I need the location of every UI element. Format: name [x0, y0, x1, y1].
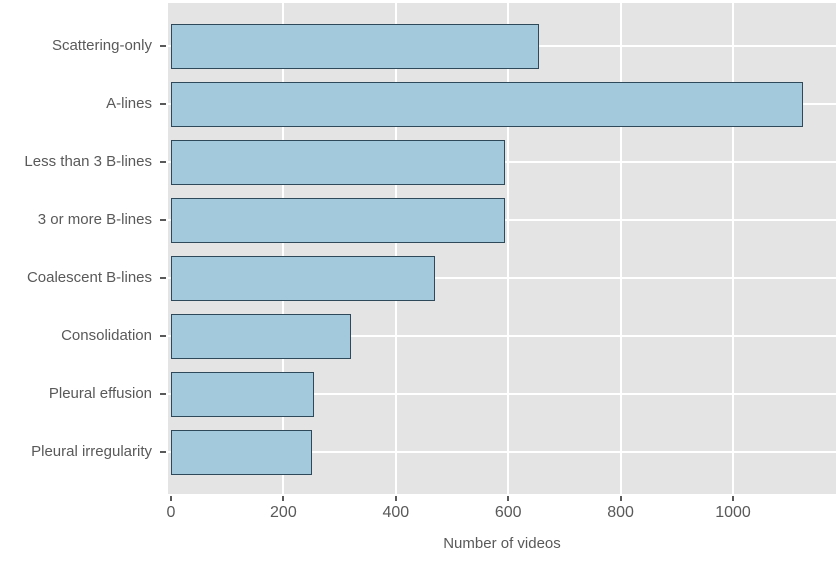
y-axis-label: A-lines: [106, 95, 152, 112]
vertical-gridline: [619, 3, 622, 494]
y-tick-mark: [160, 103, 166, 105]
x-tick-mark: [282, 496, 285, 501]
bar-pleural-effusion: [171, 371, 315, 417]
y-tick-mark: [160, 161, 166, 163]
x-tick-label: 1000: [715, 504, 751, 521]
x-tick-label: 800: [607, 504, 634, 521]
y-tick-mark: [160, 277, 166, 279]
x-tick-label: 200: [270, 504, 297, 521]
x-tick-mark: [732, 496, 734, 501]
x-tick-label: 0: [166, 504, 176, 521]
y-axis-label: Less than 3 B-lines: [24, 153, 152, 170]
bar-3-or-more-b-lines: [171, 197, 506, 243]
y-tick-mark: [160, 335, 166, 337]
x-tick-mark: [507, 496, 510, 501]
vertical-gridline: [732, 3, 734, 494]
x-tick-mark: [170, 496, 172, 501]
y-axis-label: Consolidation: [61, 327, 152, 344]
y-tick-mark: [160, 45, 166, 47]
y-axis-label: 3 or more B-lines: [37, 211, 152, 228]
x-axis-title: Number of videos: [443, 535, 561, 552]
y-axis-label: Scattering-only: [51, 37, 152, 54]
plot-panel: [168, 3, 836, 494]
bar-pleural-irregularity: [171, 429, 312, 475]
y-tick-mark: [160, 219, 166, 221]
bar-scattering-only: [171, 23, 540, 69]
x-tick-label: 600: [494, 504, 522, 521]
bar-a-lines: [171, 81, 804, 127]
horizontal-gridline: [168, 335, 836, 337]
bar-consolidation: [171, 313, 351, 359]
y-axis-label: Pleural irregularity: [31, 443, 152, 460]
vertical-gridline: [507, 3, 510, 494]
y-tick-mark: [160, 451, 166, 453]
horizontal-gridline: [168, 393, 836, 395]
bar-less-than-3-b-lines: [171, 139, 506, 185]
horizontal-gridline: [168, 451, 836, 453]
y-axis-label: Pleural effusion: [48, 385, 152, 402]
x-tick-mark: [394, 496, 397, 501]
vertical-gridline: [282, 3, 285, 494]
y-tick-mark: [160, 393, 166, 395]
vertical-gridline: [394, 3, 397, 494]
x-tick-label: 400: [382, 504, 410, 521]
x-tick-mark: [619, 496, 622, 501]
y-axis-label: Coalescent B-lines: [26, 269, 152, 286]
horizontal-gridline: [168, 277, 836, 279]
bar-coalescent-b-lines: [171, 255, 436, 301]
